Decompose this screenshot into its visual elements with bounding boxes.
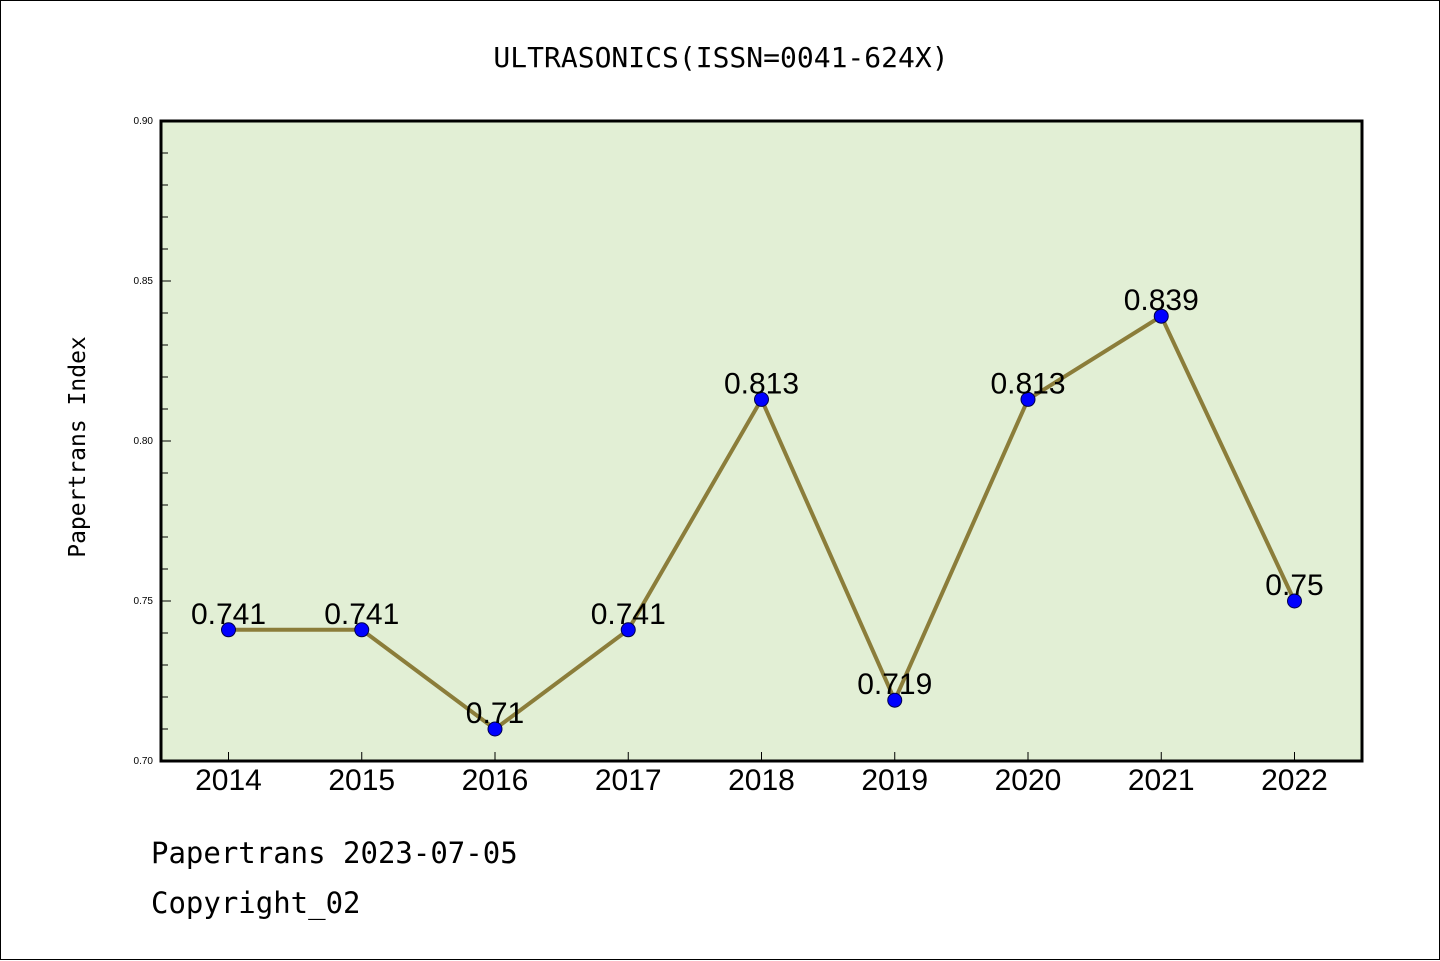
data-label: 0.741 bbox=[591, 598, 666, 631]
data-label: 0.839 bbox=[1124, 284, 1199, 317]
plot-border bbox=[159, 119, 1364, 763]
x-tick-label: 2021 bbox=[1128, 764, 1195, 797]
data-label: 0.71 bbox=[466, 697, 524, 730]
data-label: 0.741 bbox=[191, 598, 266, 631]
data-point bbox=[354, 622, 370, 638]
data-point bbox=[1287, 593, 1302, 609]
data-label: 0.813 bbox=[724, 367, 799, 400]
x-tick-label: 2016 bbox=[462, 764, 529, 797]
data-point bbox=[487, 721, 503, 737]
y-tick-label: 0.85 bbox=[134, 276, 154, 287]
x-tick-label: 2022 bbox=[1261, 764, 1328, 797]
x-axis: 2014 2015 2016 2017 2018 2019 2020 2021 2022 bbox=[195, 752, 1328, 797]
data-point bbox=[620, 622, 636, 638]
y-tick-label: 0.80 bbox=[134, 436, 154, 447]
x-tick-label: 2014 bbox=[195, 764, 262, 797]
y-axis-label: Papertrans Index bbox=[65, 336, 91, 558]
y-tick-label: 0.90 bbox=[134, 116, 154, 127]
x-tick-label: 2015 bbox=[328, 764, 395, 797]
data-point bbox=[887, 692, 903, 708]
data-point bbox=[1020, 391, 1036, 407]
plot-area bbox=[161, 121, 1362, 761]
x-tick-label: 2019 bbox=[861, 764, 928, 797]
data-point bbox=[221, 622, 236, 638]
data-point bbox=[1153, 308, 1169, 324]
data-labels: 0.741 0.741 0.71 0.741 0.813 0.719 0.813 0.839 0… bbox=[191, 284, 1324, 730]
x-tick-label: 2020 bbox=[995, 764, 1062, 797]
chart-title: ULTRASONICS(ISSN=0041-624X) bbox=[493, 41, 948, 74]
data-label: 0.741 bbox=[324, 598, 399, 631]
x-tick-label: 2017 bbox=[595, 764, 662, 797]
footer-date: Papertrans 2023-07-05 bbox=[151, 836, 518, 870]
x-tick-label: 2018 bbox=[728, 764, 795, 797]
y-tick-label: 0.75 bbox=[134, 596, 154, 607]
footer-copyright: Copyright_02 bbox=[151, 886, 361, 920]
data-label: 0.75 bbox=[1265, 569, 1323, 602]
series-markers bbox=[221, 308, 1302, 737]
data-label: 0.719 bbox=[857, 668, 932, 701]
data-label: 0.813 bbox=[990, 367, 1065, 400]
data-point bbox=[754, 391, 769, 407]
y-tick-label: 0.70 bbox=[134, 756, 154, 767]
